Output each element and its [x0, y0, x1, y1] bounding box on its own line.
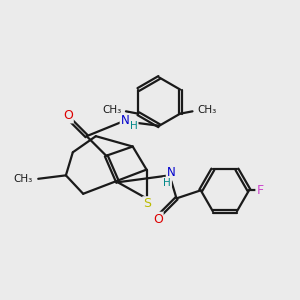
Text: N: N	[121, 114, 129, 127]
Text: O: O	[153, 213, 163, 226]
Text: S: S	[143, 197, 151, 210]
Text: CH₃: CH₃	[197, 105, 216, 115]
Text: O: O	[63, 110, 73, 122]
Text: CH₃: CH₃	[102, 105, 122, 115]
Text: F: F	[256, 184, 263, 197]
Text: H: H	[130, 122, 138, 131]
Text: CH₃: CH₃	[13, 174, 32, 184]
Text: H: H	[164, 178, 171, 188]
Text: N: N	[167, 167, 176, 179]
